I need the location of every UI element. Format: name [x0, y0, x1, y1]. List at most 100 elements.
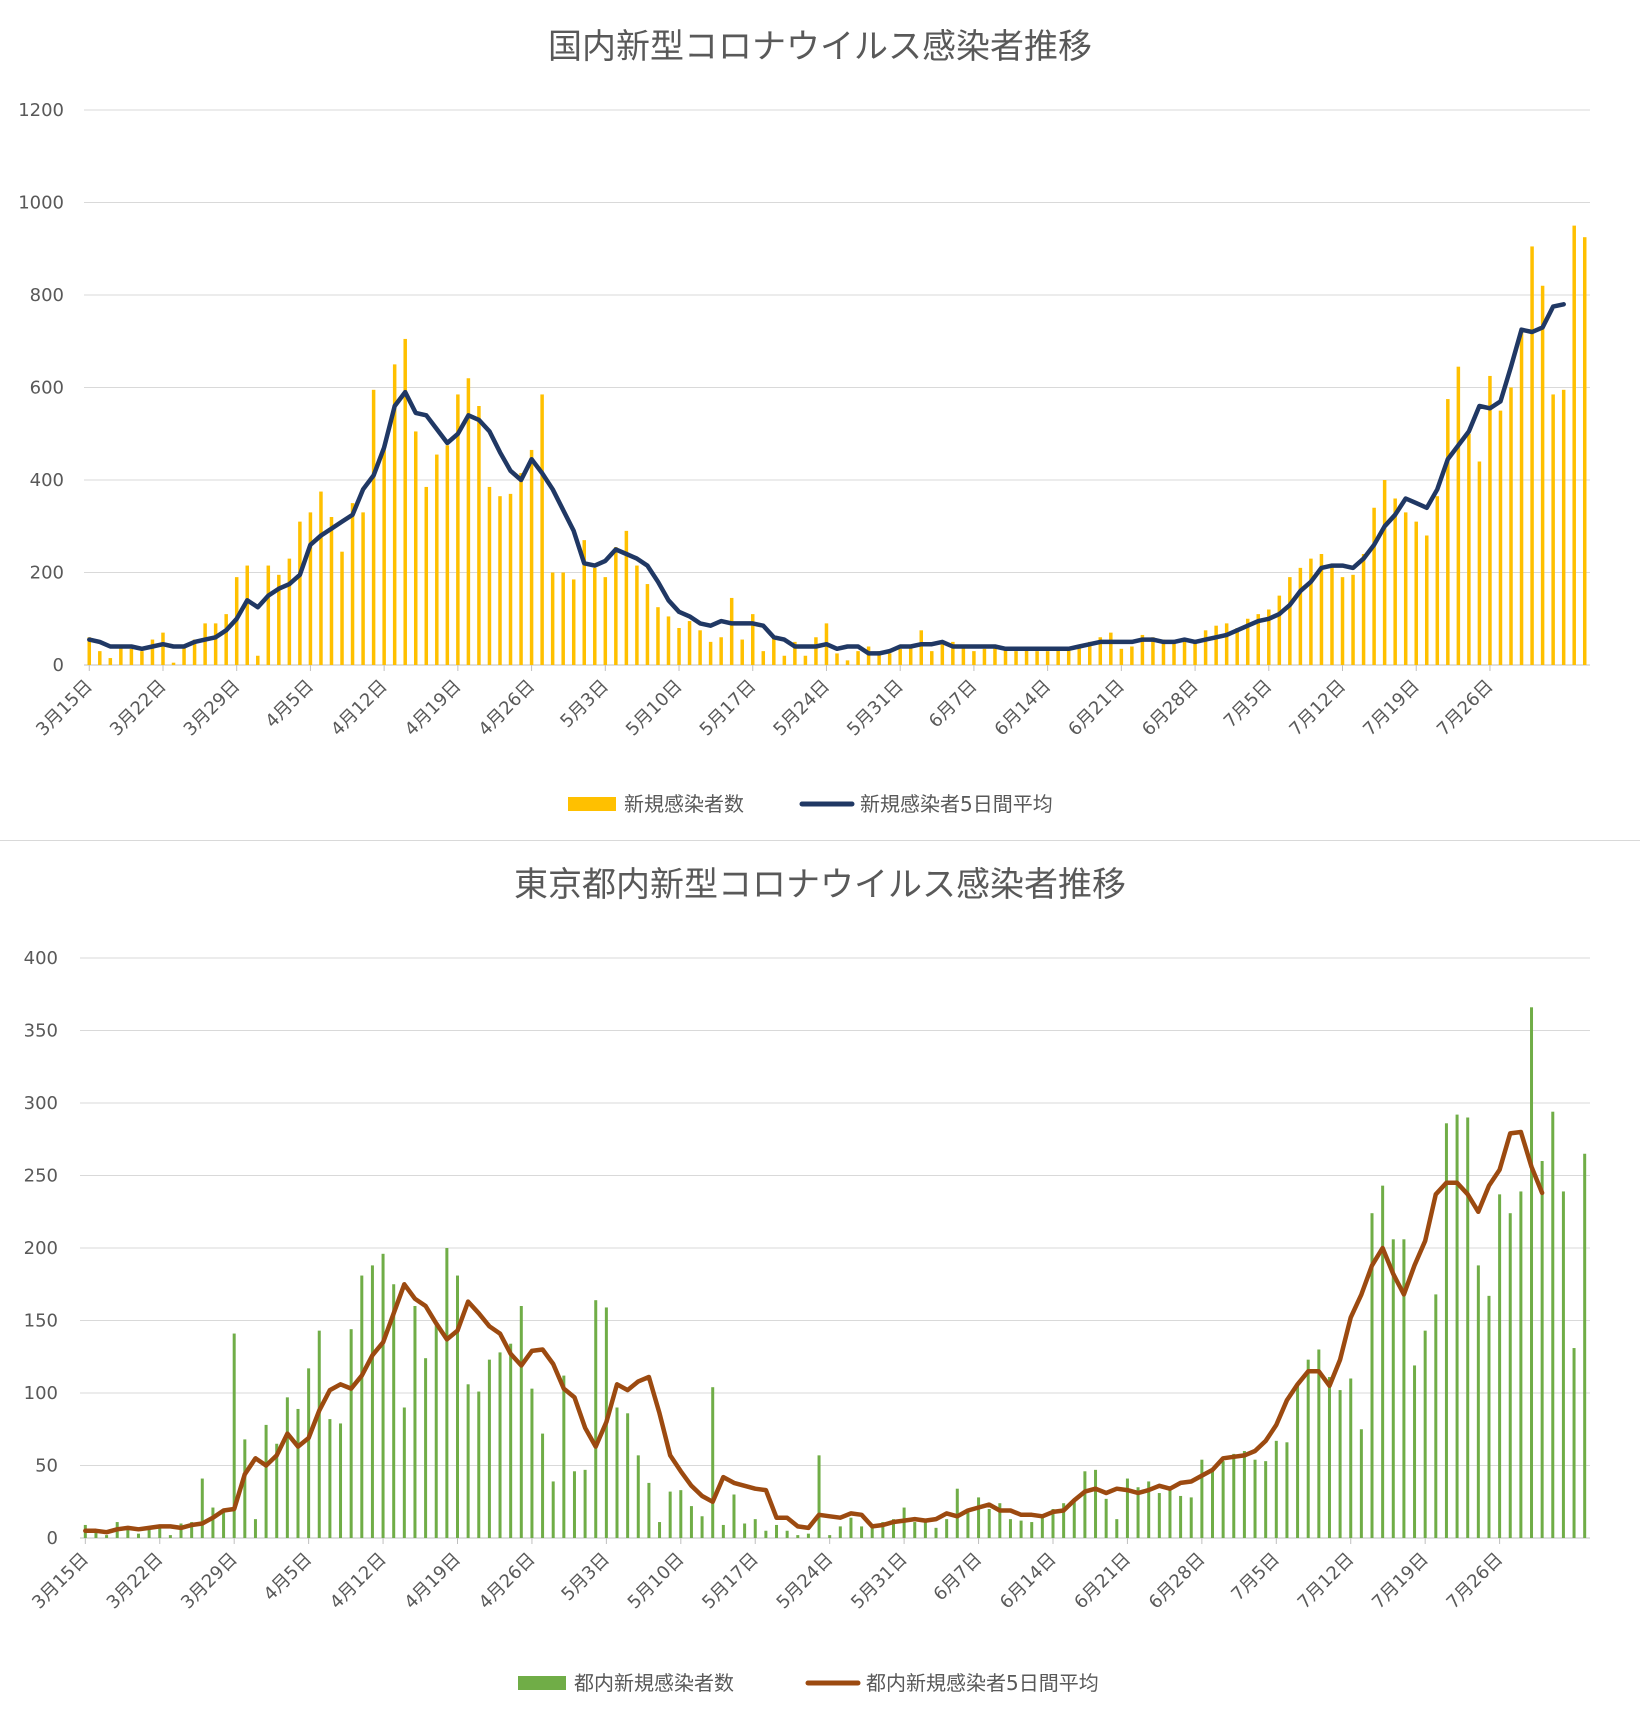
- bar: [1340, 577, 1345, 665]
- y-tick-label: 350: [24, 1021, 58, 1042]
- legend: 都内新規感染者数 都内新規感染者5日間平均: [518, 1671, 1099, 1695]
- bar: [908, 646, 913, 665]
- bar: [677, 628, 681, 665]
- bar: [498, 496, 502, 665]
- bar: [87, 637, 92, 665]
- bar: [562, 1375, 566, 1538]
- chart-title: 東京都内新型コロナウイルス感染者推移: [514, 865, 1126, 905]
- bar: [129, 648, 134, 665]
- bar: [551, 1481, 555, 1538]
- bar: [105, 1535, 109, 1538]
- bar: [961, 646, 966, 665]
- bar: [626, 1413, 630, 1538]
- bar: [319, 491, 323, 665]
- bar: [1125, 1478, 1129, 1538]
- bar: [203, 623, 207, 665]
- bar-series: [87, 225, 1587, 665]
- bar: [753, 1519, 757, 1538]
- bar: [1253, 1459, 1257, 1538]
- bar: [1487, 1295, 1491, 1538]
- legend: 新規感染者数 新規感染者5日間平均: [568, 792, 1053, 816]
- bar: [392, 364, 397, 665]
- bar: [296, 1408, 300, 1538]
- bar: [445, 1248, 449, 1538]
- bar: [1051, 1509, 1055, 1538]
- bar: [1298, 567, 1303, 665]
- bar: [435, 454, 439, 665]
- bar: [1370, 1213, 1374, 1538]
- bar: [126, 1526, 130, 1538]
- bar: [1414, 521, 1418, 665]
- y-tick-label: 600: [30, 378, 64, 399]
- bar: [466, 378, 471, 665]
- y-tick-label: 250: [24, 1166, 58, 1187]
- bar: [835, 653, 839, 665]
- bar: [860, 1526, 864, 1538]
- bar: [1435, 496, 1440, 665]
- bar: [740, 639, 744, 665]
- bar: [1508, 1213, 1512, 1538]
- bar: [1014, 651, 1018, 665]
- bar: [1172, 641, 1176, 665]
- bar: [308, 512, 313, 665]
- bar: [190, 1522, 194, 1538]
- chart-title: 国内新型コロナウイルス感染者推移: [548, 27, 1092, 67]
- y-tick-label: 150: [24, 1311, 58, 1332]
- bar: [370, 1265, 374, 1538]
- y-tick-label: 1200: [18, 100, 64, 121]
- bar: [594, 1300, 598, 1538]
- bar: [1403, 512, 1408, 665]
- bar: [1203, 630, 1208, 665]
- bar: [1045, 651, 1050, 665]
- legend-bar-label: 新規感染者数: [624, 792, 744, 816]
- x-tick-label: 4月12日: [327, 676, 392, 741]
- x-axis-ticks: 3月15日 3月22日 3月29日 4月5日 4月12日 4月19日 4月26日 5月3日 5月…: [32, 665, 1497, 740]
- bar: [224, 614, 228, 665]
- bar: [1498, 1194, 1502, 1538]
- y-tick-label: 0: [47, 1528, 58, 1549]
- bar: [887, 653, 892, 665]
- bar: [1119, 648, 1124, 665]
- bar: [1030, 1522, 1034, 1538]
- bar: [1338, 1390, 1342, 1538]
- x-tick-label: 5月10日: [624, 1549, 689, 1614]
- bar: [1582, 237, 1587, 665]
- bar: [636, 1455, 640, 1538]
- x-tick-label: 5月17日: [696, 676, 761, 741]
- bar: [1072, 1498, 1076, 1538]
- bar: [796, 1535, 800, 1538]
- bar: [1098, 637, 1103, 665]
- bar: [381, 1253, 385, 1538]
- line-series-path: [83, 1129, 1545, 1535]
- bar: [445, 445, 450, 665]
- bar: [392, 1284, 396, 1538]
- bar: [1540, 1161, 1544, 1538]
- bar: [987, 1509, 991, 1538]
- x-tick-label: 4月19日: [401, 676, 466, 741]
- bar: [972, 651, 976, 665]
- x-tick-label: 3月22日: [103, 1549, 168, 1614]
- y-tick-label: 50: [35, 1456, 58, 1477]
- bar: [361, 512, 365, 665]
- bar: [1024, 648, 1029, 665]
- bar: [729, 597, 734, 665]
- x-tick-label: 6月14日: [996, 1549, 1061, 1614]
- legend-bar-swatch: [518, 1676, 566, 1690]
- bar: [413, 431, 418, 665]
- line-series-path: [87, 302, 1566, 656]
- bar: [1466, 1117, 1470, 1538]
- bar: [1393, 498, 1397, 665]
- bar: [817, 1455, 821, 1538]
- bar: [806, 1533, 810, 1538]
- bar: [1040, 1517, 1044, 1538]
- bar: [266, 565, 271, 665]
- y-tick-label: 200: [30, 563, 64, 584]
- bar: [934, 1527, 938, 1538]
- bar: [571, 579, 576, 665]
- x-tick-label: 4月26日: [475, 676, 540, 741]
- bar: [615, 1407, 619, 1538]
- bar: [772, 637, 776, 665]
- bar: [1066, 648, 1071, 665]
- bar: [1115, 1519, 1119, 1538]
- bar: [679, 1490, 683, 1538]
